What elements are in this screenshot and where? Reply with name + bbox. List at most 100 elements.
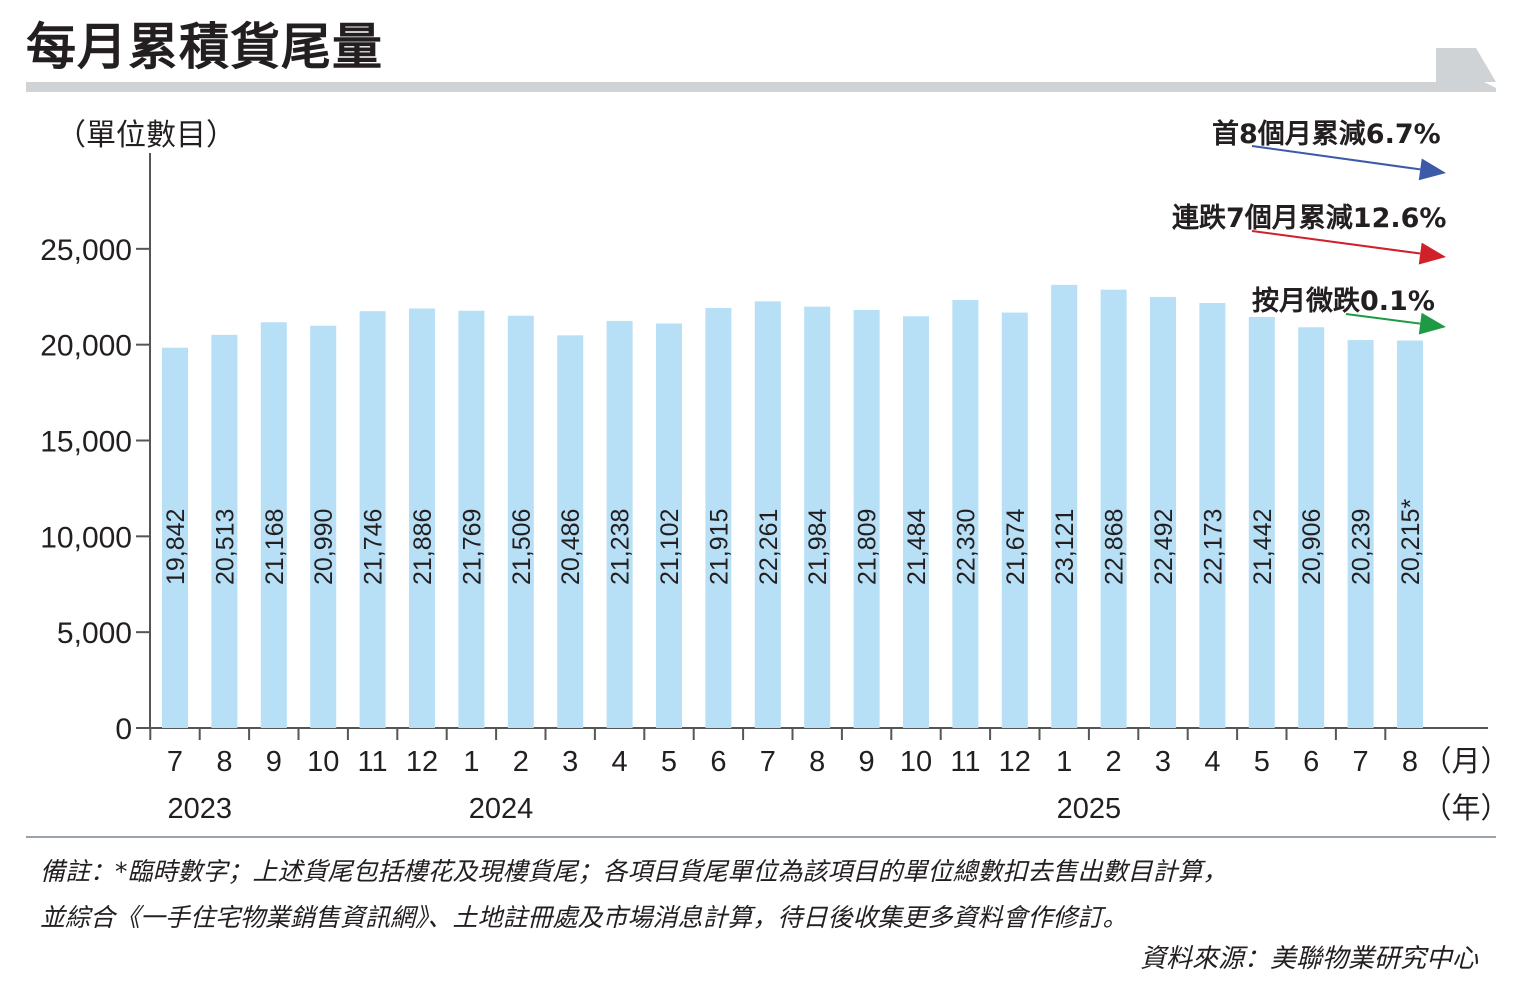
y-tick-label: 0 <box>115 713 132 746</box>
x-tick-label: 3 <box>562 746 578 778</box>
bar <box>211 334 238 728</box>
bar-data-label: 21,442 <box>1249 509 1277 585</box>
y-tick-label: 15,000 <box>40 426 132 459</box>
bar-data-label: 21,102 <box>656 509 684 585</box>
x-tick-label: 12 <box>406 746 438 778</box>
bar <box>1150 296 1176 728</box>
bar <box>310 325 337 728</box>
x-tick-label: 6 <box>710 746 726 778</box>
bar <box>705 307 732 728</box>
x-tick-label: 8 <box>809 746 825 778</box>
header-band-tab <box>1436 48 1496 82</box>
arrow-green-head <box>1418 312 1446 335</box>
bar <box>507 315 534 728</box>
x-tick-label: 9 <box>859 746 875 778</box>
bar-data-label: 20,239 <box>1348 509 1376 585</box>
x-tick-label: 11 <box>358 746 388 778</box>
bar-data-label: 21,746 <box>360 509 388 585</box>
bar-data-label: 22,173 <box>1199 509 1227 585</box>
bar-data-label: 21,506 <box>508 509 536 585</box>
bar-data-label: 21,886 <box>409 509 437 585</box>
footnote-line-1: 備註：*臨時數字；上述貨尾包括樓花及現樓貨尾；各項目貨尾單位為該項目的單位總數扣… <box>40 857 1228 886</box>
bar <box>1051 284 1078 728</box>
bar <box>804 306 831 728</box>
annotation-7-month-decline: 連跌7個月累減12.6% <box>1172 203 1447 234</box>
x-year-label: 2024 <box>469 793 534 825</box>
x-tick-label: 2 <box>1106 746 1122 778</box>
bar <box>606 320 633 728</box>
bar-data-label: 20,906 <box>1298 509 1326 585</box>
arrow-blue-head <box>1418 158 1446 181</box>
bar-data-label: 22,261 <box>755 509 783 585</box>
bar <box>853 309 880 728</box>
bar <box>359 311 386 728</box>
bar <box>1199 303 1226 728</box>
bar <box>1100 289 1127 728</box>
x-year-label: 2023 <box>167 793 232 825</box>
x-tick-label: 11 <box>950 746 980 778</box>
x-tick-label: 7 <box>167 746 183 778</box>
arrow-blue-line <box>1251 145 1421 171</box>
bar-data-label: 21,769 <box>458 509 486 585</box>
x-tick-label: 3 <box>1155 746 1171 778</box>
x-tick-label: 10 <box>900 746 932 778</box>
bar-data-label: 21,915 <box>705 509 733 585</box>
x-tick-label: 6 <box>1303 746 1319 778</box>
chart-title: 每月累積貨尾量 <box>26 18 383 76</box>
bar-data-label: 21,674 <box>1002 508 1030 585</box>
x-tick-label: 7 <box>1353 746 1369 778</box>
annotation-monthly-drop: 按月微跌0.1% <box>1252 286 1435 317</box>
bar-data-label: 19,842 <box>162 509 190 585</box>
bar-data-label: 21,238 <box>607 509 635 585</box>
bar-data-label: 22,330 <box>952 509 980 585</box>
y-unit-label: （單位數目） <box>56 118 236 153</box>
x-tick-label: 4 <box>612 746 628 778</box>
bar-data-label: 21,984 <box>804 508 832 585</box>
bar-data-label: 23,121 <box>1051 509 1079 585</box>
x-unit-month: （月） <box>1422 746 1509 778</box>
bar <box>458 310 485 728</box>
header-band <box>26 82 1496 92</box>
bar <box>1248 317 1275 728</box>
bar <box>557 335 584 728</box>
x-tick-label: 8 <box>216 746 232 778</box>
x-unit-year: （年） <box>1422 792 1509 825</box>
footnote-line-2: 並綜合《一手住宅物業銷售資訊網》、土地註冊處及市場消息計算，待日後收集更多資料會… <box>40 903 1128 932</box>
y-tick-label: 25,000 <box>40 234 132 267</box>
bar-data-label: 20,513 <box>211 509 239 585</box>
bar <box>260 322 287 728</box>
x-tick-label: 8 <box>1402 746 1418 778</box>
x-tick-label: 2 <box>513 746 529 778</box>
bar-data-label: 20,990 <box>310 509 338 585</box>
bar <box>952 300 979 728</box>
bar <box>1347 340 1374 728</box>
bar <box>903 316 929 728</box>
bar <box>409 308 435 728</box>
bar <box>754 301 781 728</box>
x-tick-label: 9 <box>266 746 282 778</box>
x-tick-label: 4 <box>1204 746 1220 778</box>
arrow-green-line <box>1345 313 1421 325</box>
x-year-label: 2025 <box>1057 793 1122 825</box>
x-tick-label: 1 <box>1056 746 1072 778</box>
x-tick-label: 5 <box>661 746 677 778</box>
bar-data-label: 22,868 <box>1101 509 1129 585</box>
arrow-red-line <box>1251 230 1421 255</box>
bar <box>1397 340 1423 728</box>
title-underline-band <box>26 48 1496 92</box>
bar-data-label: 21,168 <box>261 509 289 585</box>
y-tick-label: 10,000 <box>40 521 132 554</box>
x-tick-label: 7 <box>760 746 776 778</box>
data-source: 資料來源：美聯物業研究中心 <box>1139 944 1478 974</box>
bar <box>656 323 682 728</box>
x-tick-label: 12 <box>999 746 1031 778</box>
bar <box>1298 327 1325 728</box>
bar-data-label: 21,484 <box>903 508 931 585</box>
bar-data-label: 20,215* <box>1397 499 1425 585</box>
bar-data-label: 21,809 <box>854 509 882 585</box>
annotation-first-8-months: 首8個月累減6.7% <box>1212 119 1441 150</box>
x-tick-label: 10 <box>307 746 339 778</box>
arrow-red-head <box>1418 242 1446 265</box>
bar <box>1001 312 1028 728</box>
x-tick-label: 1 <box>463 746 479 778</box>
